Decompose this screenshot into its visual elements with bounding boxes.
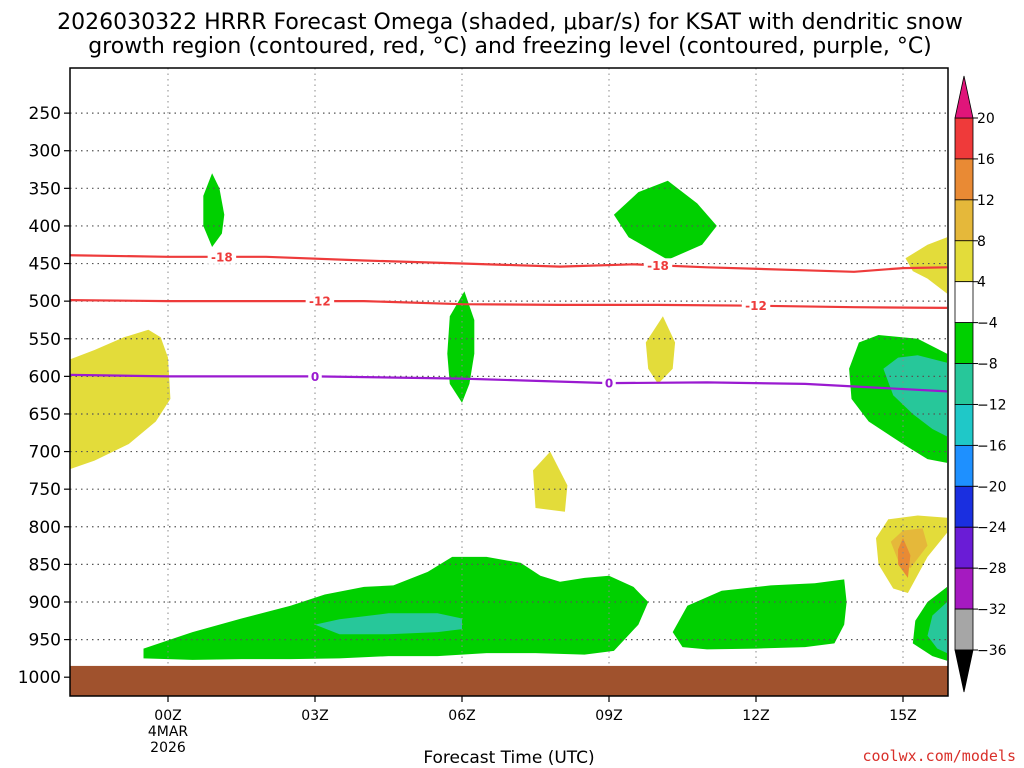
credit-text: coolwx.com/models [862,747,1016,765]
axis-layer: 250 300 350 400 450 500 550 600 650 700 750 800 850 9… [18,104,917,756]
chart-title-line-2: growth region (contoured, red, °C) and f… [88,34,932,59]
colorbar-label-20: −20 [977,479,1007,495]
ground-surface [70,665,948,696]
xtick-date-line-2: 2026 [150,740,186,756]
contour-label-bg-18c-isotherm-1 [643,258,673,273]
omega-region-weak-subsidence-700-780-hpa-near-07z [533,451,568,512]
contour-line-18c-isotherm [70,254,948,273]
colorbar-label-24: −24 [977,520,1007,536]
colorbar-bin-36-to-32 [954,608,974,651]
omega-shading-layer [70,173,948,661]
ytick-label-250: 250 [29,104,61,124]
contour-label-freezing-level-0: 0 [311,370,319,384]
omega-region-low-level-ascent-850-975-hpa-10z-14z [672,579,847,650]
contour-label-18c-isotherm-1: -18 [647,259,669,273]
colorbar-label-12: 12 [977,193,995,209]
colorbar-bin-12-to-8 [954,363,974,405]
colorbar-label-12: −12 [977,397,1007,413]
colorbar: 20 16 12 8 4 −4 −8 −12 −16 −20 −24 −28 −32 −36 [954,75,1007,693]
ytick-label-850: 850 [29,555,61,575]
colorbar-label-8: −8 [977,357,998,373]
colorbar-bin-32-to-28 [954,567,974,610]
contour-layer: -18 -18 -12 -12 0 0 [70,249,948,393]
omega-region-weak-subsidence-530-610-hpa-near-10z [645,316,676,384]
surface-layer [70,665,948,696]
contour-label-bg-freezing-level-0 [308,369,322,384]
xtick-date-line-1: 4MAR [148,724,189,740]
ytick-label-400: 400 [29,217,61,237]
colorbar-label-4: −4 [977,316,998,332]
omega-region-weak-subsidence-540-740-hpa-near-00z [70,329,171,470]
colorbar-bottom-arrow [954,649,974,693]
omega-region-enhanced-ascent-580-680-hpa-near-15z [883,355,948,437]
contour-line-12c-isotherm [70,298,948,309]
contour-label-freezing-level-1: 0 [605,377,613,391]
colorbar-label-32: −32 [977,602,1007,618]
ytick-label-750: 750 [29,480,61,500]
omega-region-weak-ascent-350-430-hpa-near-00z [203,173,225,247]
colorbar-bin-8-to-12 [954,199,974,242]
xtick-label-06z: 06Z [448,708,475,724]
ytick-label-900: 900 [29,593,61,613]
colorbar-bin-28-to-24 [954,526,974,569]
ytick-label-700: 700 [29,443,61,463]
colorbar-label-4: 4 [977,275,986,291]
omega-region-enhanced-ascent-920-945-hpa-near-05z [315,613,462,635]
colorbar-bin-16-to-20 [954,117,974,160]
colorbar-label-20: 20 [977,111,995,127]
ytick-label-650: 650 [29,405,61,425]
contour-label-bg-12c-isotherm-0 [305,294,335,309]
colorbar-label-28: −28 [977,561,1007,577]
ytick-label-950: 950 [29,631,61,651]
xtick-label-12z: 12Z [742,708,769,724]
colorbar-bin-8-to-4 [954,322,974,364]
ytick-label-1000: 1000 [18,668,61,688]
contour-label-18c-isotherm-0: -18 [211,250,233,264]
contour-label-12c-isotherm-0: -12 [309,295,331,309]
omega-region-low-level-ascent-band-830-980-hpa [143,556,649,660]
colorbar-top-arrow [954,75,974,119]
omega-region-enhanced-ascent-900-970-hpa-near-16z [927,602,948,654]
colorbar-label-16: 16 [977,152,995,168]
colorbar-bin-12-to-16 [954,158,974,201]
ytick-label-350: 350 [29,179,61,199]
xtick-label-09z: 09Z [595,708,622,724]
ytick-label-600: 600 [29,367,61,387]
omega-region-weak-subsidence-430-490-hpa-near-15z [905,237,948,294]
omega-region-subsidence-815-865-hpa-near-15z [898,538,911,578]
colorbar-label-36: −36 [977,643,1007,659]
ytick-label-300: 300 [29,142,61,162]
chart-title-line-1: 2026030322 HRRR Forecast Omega (shaded, … [57,10,963,35]
colorbar-label-8: 8 [977,234,986,250]
omega-region-weak-ascent-490-630-hpa-near-06z [447,291,475,403]
contour-label-bg-12c-isotherm-1 [741,298,771,313]
contour-label-bg-freezing-level-1 [602,376,616,391]
contour-label-12c-isotherm-1: -12 [745,299,767,313]
xtick-label-00z: 00Z [154,708,181,724]
colorbar-bin-24-to-20 [954,485,974,528]
omega-region-weak-ascent-340-440-hpa-near-10z [613,180,717,260]
xtick-label-03z: 03Z [301,708,328,724]
colorbar-label-16: −16 [977,438,1007,454]
ytick-label-450: 450 [29,255,61,275]
colorbar-bin-4-to-4 [954,281,974,324]
x-axis-title: Forecast Time (UTC) [423,748,594,768]
colorbar-bin-16-to-12 [954,404,974,446]
contour-label-bg-18c-isotherm-0 [207,249,237,264]
plot-frame [69,67,949,697]
ytick-label-800: 800 [29,518,61,538]
ytick-label-550: 550 [29,330,61,350]
colorbar-bin-4-to-8 [954,240,974,283]
contour-line-freezing-level [70,373,948,393]
colorbar-bin-20-to-16 [954,444,974,487]
xtick-label-15z: 15Z [889,708,916,724]
ytick-label-500: 500 [29,292,61,312]
